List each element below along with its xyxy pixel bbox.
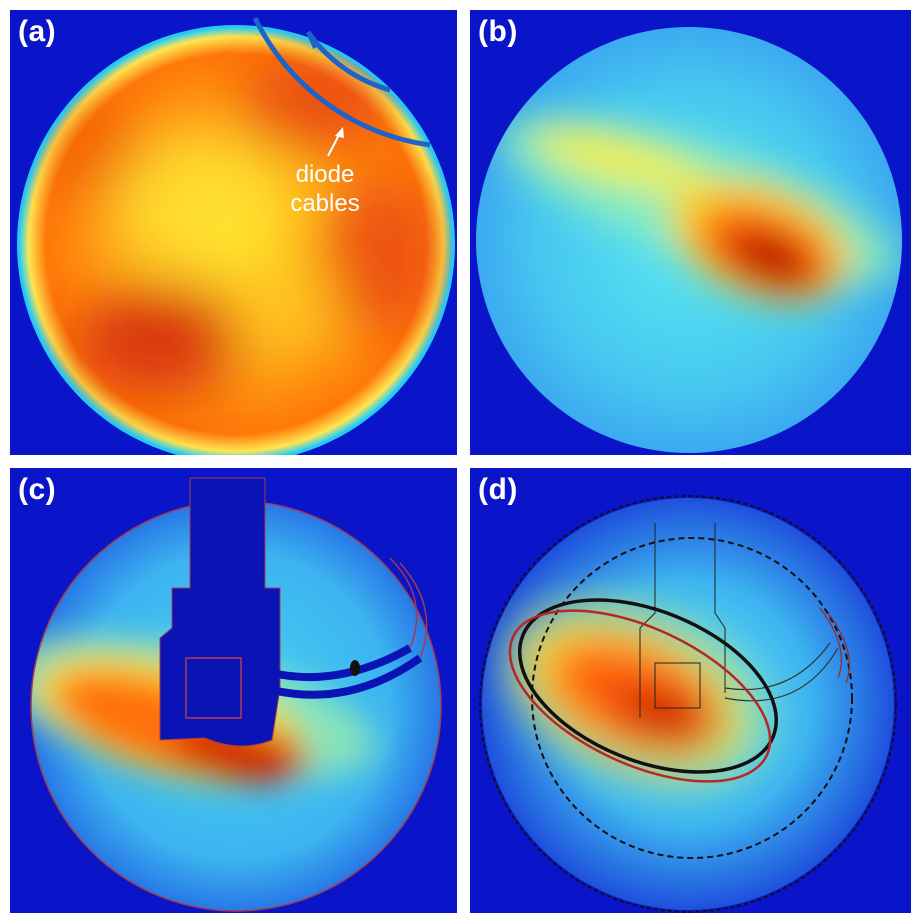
panel-d-image bbox=[479, 495, 897, 913]
panel-b-label: (b) bbox=[478, 15, 518, 48]
panel-a-image bbox=[17, 16, 455, 455]
annotation-line-2: cables bbox=[290, 190, 360, 217]
panel-a: (a) diode cables bbox=[10, 10, 457, 455]
annotation-line-1: diode bbox=[295, 161, 355, 188]
panel-b: (b) bbox=[470, 10, 911, 455]
panel-d: (d) bbox=[470, 468, 911, 913]
panel-b-image bbox=[476, 27, 902, 453]
panel-c-label: (c) bbox=[18, 473, 57, 506]
panel-c: (c) bbox=[10, 468, 457, 913]
panel-d-label: (d) bbox=[478, 473, 518, 506]
panel-a-label: (a) bbox=[18, 15, 57, 48]
panel-c-image bbox=[30, 477, 442, 912]
diode-cables-annotation: diode cables bbox=[280, 160, 370, 218]
